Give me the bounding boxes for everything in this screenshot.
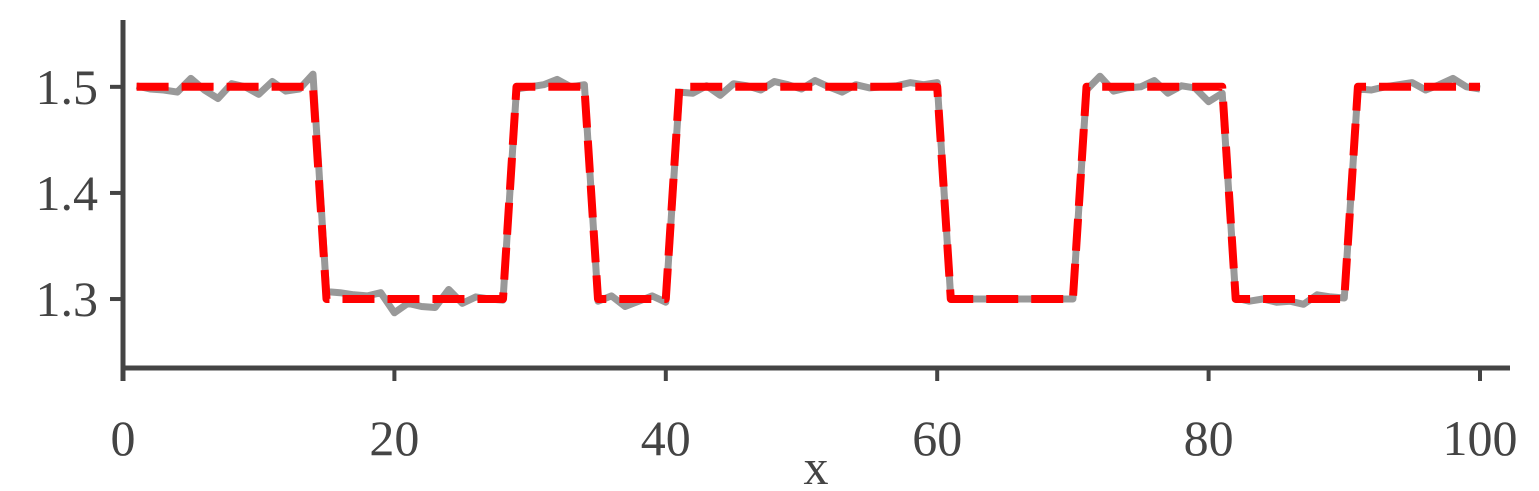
x-tick-label: 40 bbox=[641, 410, 691, 466]
x-tick-label: 80 bbox=[1184, 410, 1234, 466]
x-tick-label: 0 bbox=[111, 410, 136, 466]
series-solid-line bbox=[135, 70, 1481, 317]
axes bbox=[120, 20, 1510, 381]
y-tick-label: 1.3 bbox=[36, 271, 99, 327]
y-tick-label: 1.4 bbox=[36, 165, 99, 221]
series-dashed-line bbox=[136, 82, 1480, 303]
x-tick-label: 100 bbox=[1443, 410, 1518, 466]
x-axis-label: x bbox=[804, 439, 829, 491]
x-tick-label: 60 bbox=[912, 410, 962, 466]
ticks-layer: 0 20 40 60 80 100 1.3 1.4 1.5 bbox=[36, 59, 1518, 466]
y-tick-label: 1.5 bbox=[36, 59, 99, 115]
series-layer bbox=[135, 70, 1481, 317]
x-tick-label: 20 bbox=[369, 410, 419, 466]
